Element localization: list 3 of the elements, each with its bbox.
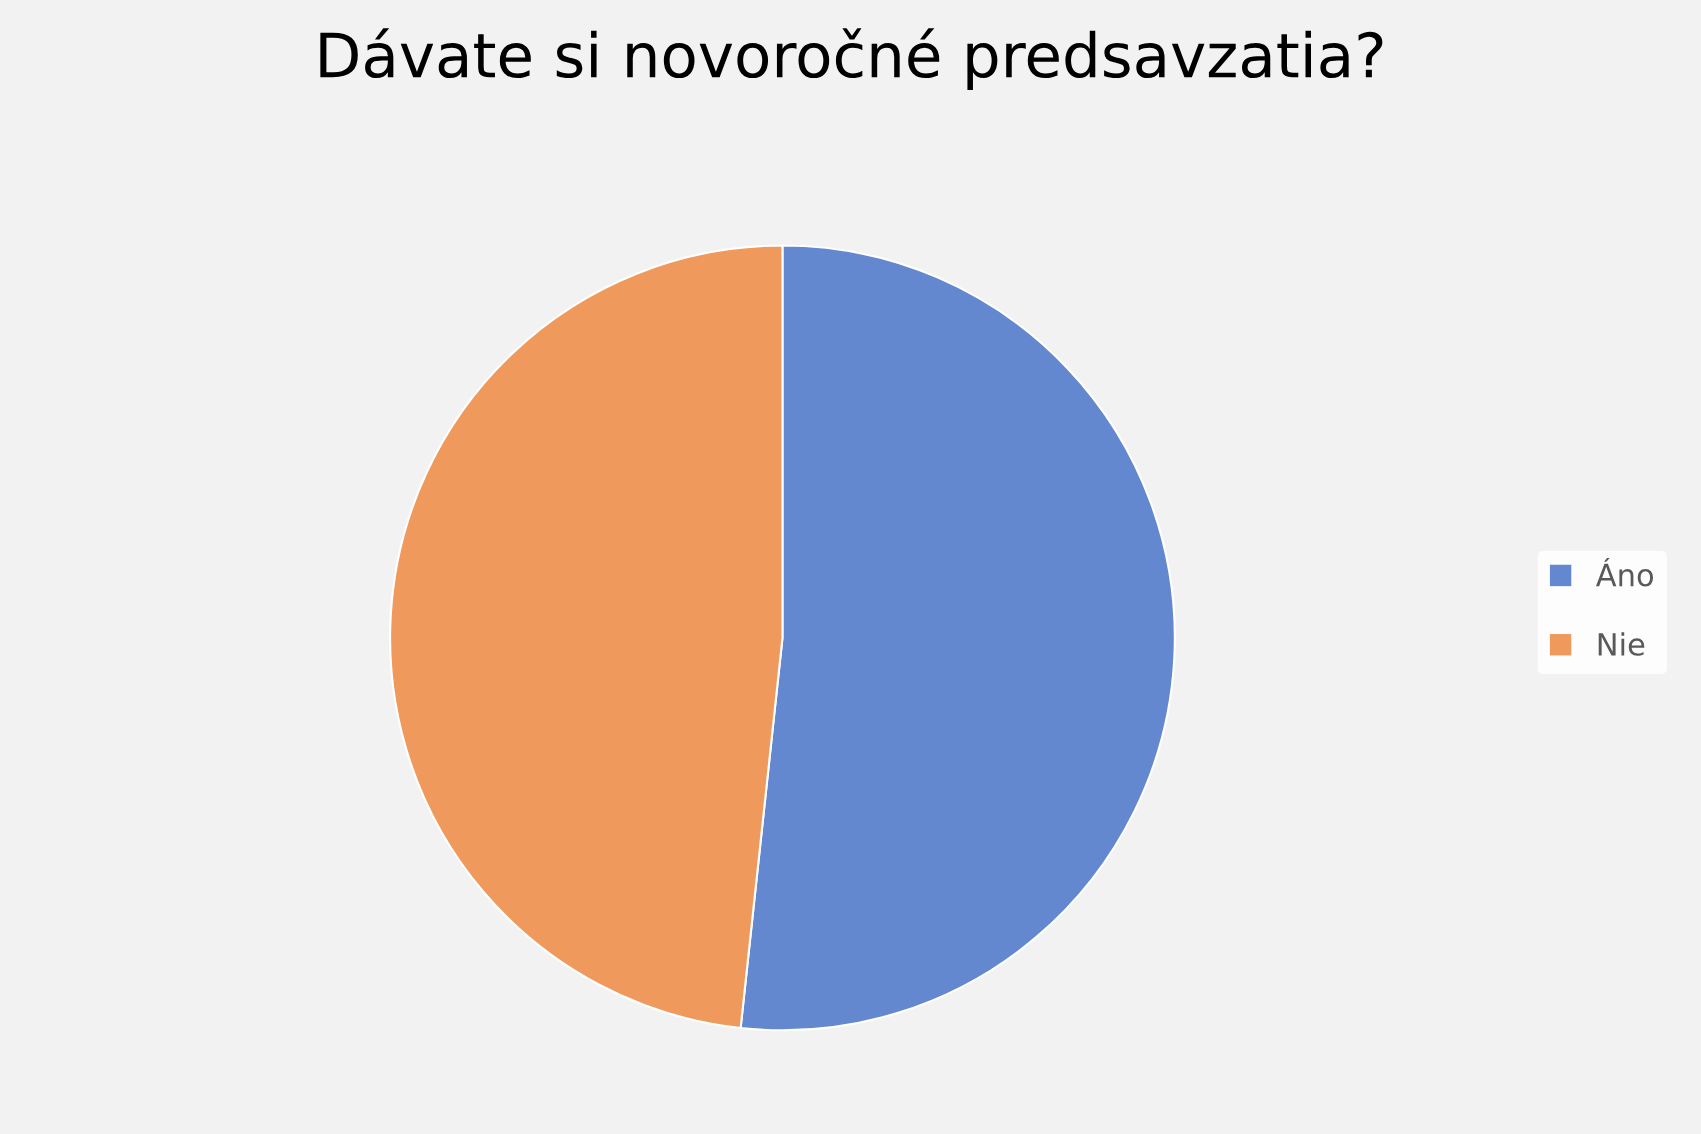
- chart-title: Dávate si novoročné predsavzatia?: [320, 28, 1383, 90]
- legend-label: Nie: [1598, 632, 1645, 656]
- legend-label: Áno: [1595, 557, 1654, 587]
